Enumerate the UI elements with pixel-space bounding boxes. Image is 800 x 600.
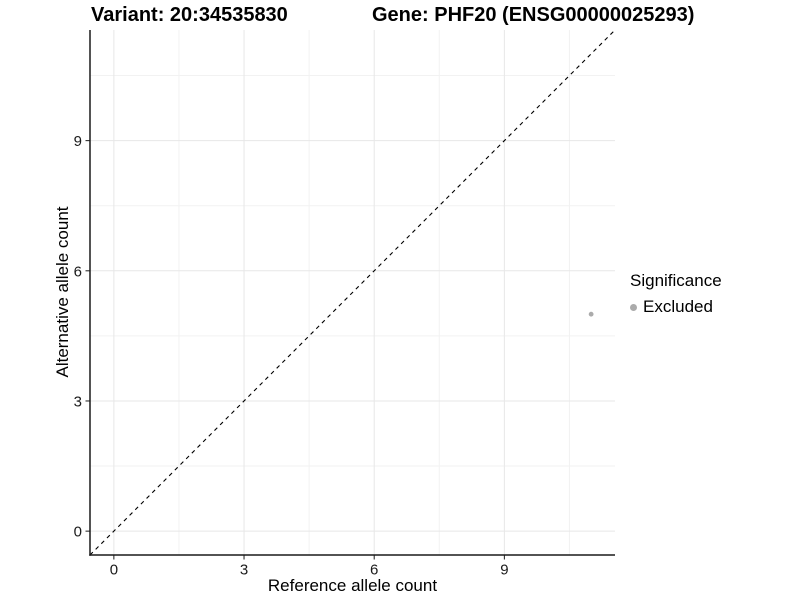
x-tick-label: 3 [240,562,248,579]
plot-title-variant: Variant: 20:34535830 [91,4,288,26]
y-tick-label: 9 [74,133,82,150]
x-tick-label: 9 [500,562,508,579]
identity-line [89,29,616,556]
x-tick-label: 6 [370,562,378,579]
legend-entry-label: Excluded [643,297,713,316]
legend-point-icon [630,303,637,311]
x-axis-title: Reference allele count [267,576,438,595]
y-tick-label: 6 [74,263,82,280]
x-tick-label: 0 [110,562,118,579]
y-tick-label: 3 [74,393,82,410]
legend-title: Significance [630,271,722,290]
data-point [588,311,594,317]
legend-entry-excluded: Excluded [630,297,722,317]
legend: Significance Excluded [630,271,722,317]
y-tick-label: 0 [74,524,82,541]
plot-title-gene: Gene: PHF20 (ENSG00000025293) [372,4,695,26]
y-axis-title: Alternative allele count [53,206,72,378]
